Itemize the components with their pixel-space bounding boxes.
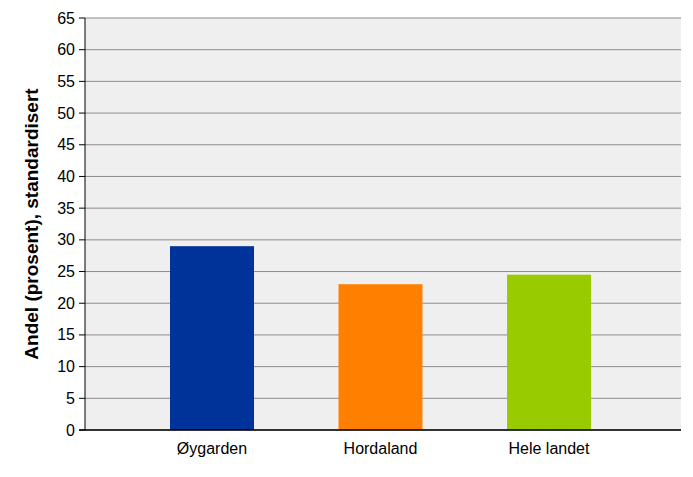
tick-label: 30 — [57, 231, 75, 248]
grid-line — [85, 81, 681, 82]
tick-label: 15 — [57, 326, 75, 343]
y-axis — [85, 18, 86, 430]
tick-mark — [79, 176, 85, 177]
tick-mark — [79, 144, 85, 145]
tick-label: 35 — [57, 200, 75, 217]
tick-mark — [79, 398, 85, 399]
category-label: Hordaland — [344, 440, 418, 457]
y-axis-label: Andel (prosent), standardisert — [21, 88, 42, 360]
tick-label: 5 — [66, 390, 75, 407]
grid-line — [85, 49, 681, 50]
bar — [339, 284, 423, 430]
tick-mark — [79, 49, 85, 50]
bars — [170, 246, 591, 430]
grid-line — [85, 208, 681, 209]
tick-label: 20 — [57, 295, 75, 312]
tick-label: 10 — [57, 358, 75, 375]
category-label: Øygarden — [177, 440, 247, 457]
grid-line — [85, 239, 681, 240]
tick-label: 45 — [57, 136, 75, 153]
tick-mark — [79, 366, 85, 367]
tick-label: 50 — [57, 105, 75, 122]
tick-mark — [79, 208, 85, 209]
tick-mark — [79, 113, 85, 114]
grid-line — [85, 176, 681, 177]
tick-mark — [79, 303, 85, 304]
tick-mark — [79, 271, 85, 272]
tick-label: 40 — [57, 168, 75, 185]
grid-line — [85, 18, 681, 19]
bar — [170, 246, 254, 430]
tick-mark — [79, 334, 85, 335]
tick-label: 25 — [57, 263, 75, 280]
tick-label: 60 — [57, 41, 75, 58]
tick-mark — [79, 18, 85, 19]
grid-line — [85, 144, 681, 145]
plot-background — [85, 18, 681, 430]
tick-label: 55 — [57, 73, 75, 90]
bar — [507, 275, 591, 430]
chart: 0 5 10 15 20 25 30 35 40 45 50 55 60 65 Øygarden Hordal… — [0, 0, 693, 477]
grid-line — [85, 113, 681, 114]
tick-label: 0 — [66, 422, 75, 439]
category-label: Hele landet — [509, 440, 591, 457]
x-axis — [79, 429, 681, 431]
tick-mark — [79, 239, 85, 240]
tick-label: 65 — [57, 10, 75, 27]
tick-mark — [79, 81, 85, 82]
